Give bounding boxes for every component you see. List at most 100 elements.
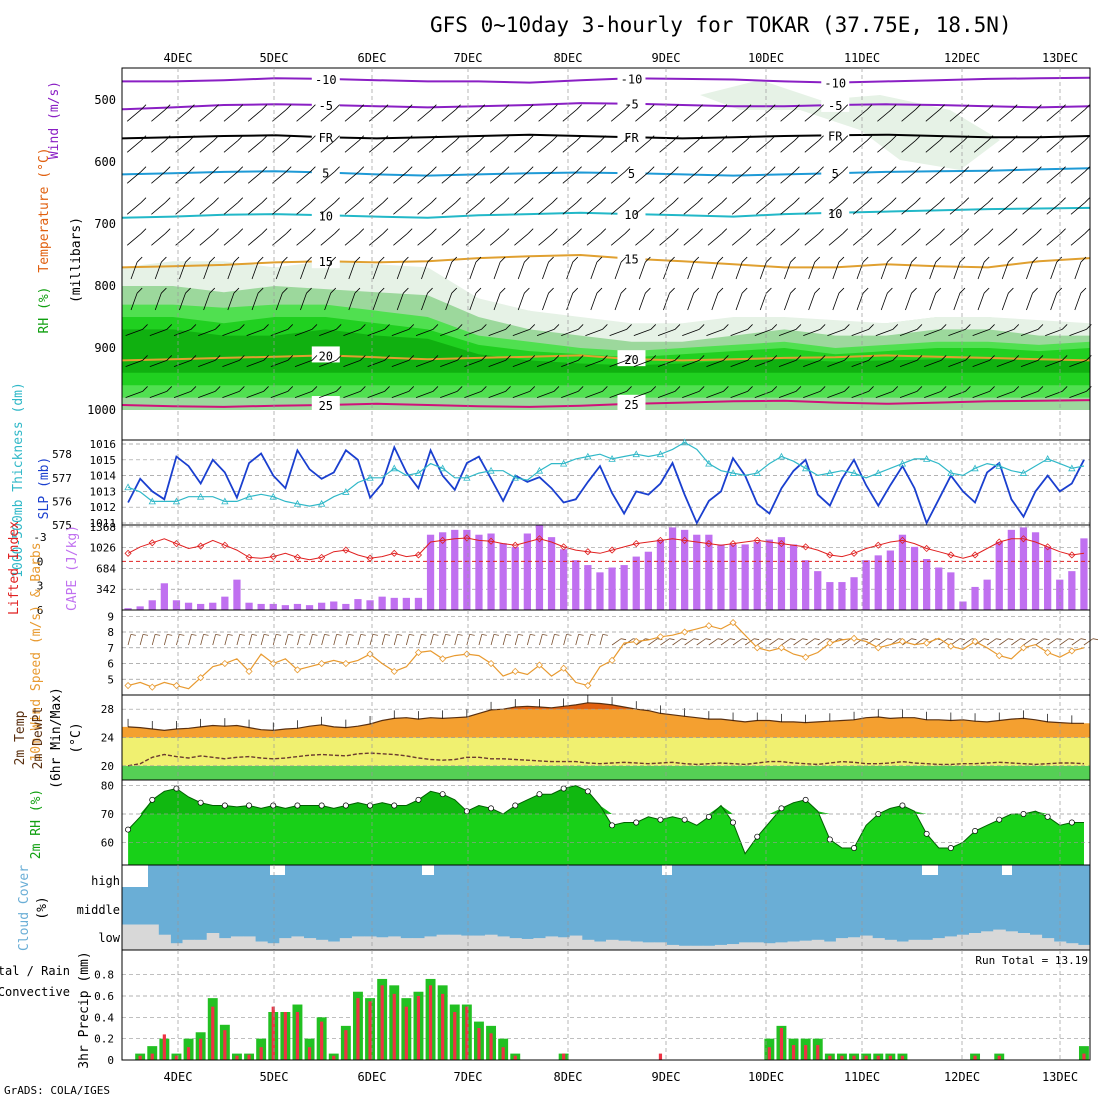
wind-barb-flag bbox=[965, 324, 971, 330]
precip-rain-bar bbox=[767, 1047, 771, 1060]
isotherm-line bbox=[122, 76, 1091, 84]
cape-bar bbox=[402, 597, 410, 610]
wind-barb bbox=[784, 261, 791, 280]
precip-rain-bar bbox=[888, 1055, 892, 1060]
cape-bar bbox=[814, 571, 822, 610]
wind-barb bbox=[1001, 261, 1009, 280]
li-marker bbox=[995, 538, 1003, 546]
wind-barb-flag bbox=[626, 386, 632, 392]
wind-speed-marker bbox=[705, 622, 713, 630]
wind-barb-flag bbox=[311, 386, 318, 392]
surface-barb-flag bbox=[445, 633, 451, 636]
wind-barb bbox=[711, 292, 719, 311]
wind-barb bbox=[469, 292, 477, 311]
wind-barb-flag bbox=[576, 104, 582, 110]
cloud-low-bar bbox=[944, 936, 958, 950]
cape-bar bbox=[293, 603, 302, 610]
surface-barb-flag bbox=[312, 633, 318, 636]
surface-barb bbox=[1083, 638, 1094, 646]
wind-barb bbox=[778, 391, 797, 398]
wind-barb-flag bbox=[552, 166, 558, 172]
wind-barb bbox=[368, 202, 384, 215]
cloud-low-bar bbox=[714, 944, 728, 950]
wind-barb bbox=[832, 261, 840, 280]
isotherm-label-bg bbox=[821, 73, 850, 90]
wind-barb-flag bbox=[747, 324, 753, 330]
precip-rain-bar bbox=[973, 1055, 977, 1060]
wind-barb-flag bbox=[164, 228, 171, 234]
rh-marker bbox=[318, 802, 325, 809]
wind-barb-flag bbox=[1011, 228, 1018, 234]
precip-tick: 0.4 bbox=[94, 1011, 114, 1024]
li-tick: -3 bbox=[33, 531, 46, 544]
precip-rain-bar bbox=[332, 1055, 336, 1060]
cloud-clear bbox=[422, 865, 434, 875]
slp-tick: 1015 bbox=[90, 454, 117, 467]
wind-barb-flag bbox=[1084, 166, 1091, 172]
cape-bar bbox=[305, 605, 314, 610]
rh-marker bbox=[705, 813, 712, 820]
wind-barb bbox=[223, 233, 239, 246]
wind-barb-flag bbox=[261, 166, 268, 172]
surface-barb bbox=[418, 634, 422, 646]
rh-marker bbox=[899, 802, 906, 809]
wind-speed-marker bbox=[511, 667, 519, 675]
wind-barb bbox=[251, 292, 259, 311]
wind-barb bbox=[512, 329, 530, 336]
wind-barb bbox=[638, 261, 646, 280]
thickness-marker bbox=[124, 483, 132, 491]
wind-barb-flag bbox=[717, 256, 724, 263]
wind-barb bbox=[149, 391, 167, 398]
thickness-marker bbox=[487, 466, 495, 474]
wind-barb bbox=[126, 233, 142, 246]
wind-barb bbox=[977, 292, 985, 311]
wind-barb-flag bbox=[842, 104, 849, 110]
wind-barb bbox=[635, 171, 650, 184]
wind-barb-flag bbox=[915, 135, 921, 141]
wind-barb-flag bbox=[959, 256, 966, 263]
li-marker bbox=[971, 551, 979, 559]
cape-bar bbox=[886, 550, 894, 610]
wind-barb-flag bbox=[431, 197, 437, 203]
wind-barb-flag bbox=[673, 104, 679, 110]
precip-rain-bar bbox=[997, 1055, 1001, 1060]
isotherm-label: 5 bbox=[628, 167, 635, 181]
rh-marker bbox=[488, 805, 494, 812]
cloud-low-bar bbox=[1077, 944, 1091, 950]
surface-barb-flag bbox=[669, 638, 675, 641]
cape-tick: 342 bbox=[96, 583, 116, 596]
wind-barb bbox=[514, 140, 529, 153]
cape-bar bbox=[644, 551, 652, 610]
cape-bar bbox=[947, 572, 955, 610]
wind-barb bbox=[222, 329, 240, 336]
wind-barb-flag bbox=[645, 287, 651, 294]
wind-barb-flag bbox=[1060, 104, 1066, 110]
wind-barb-flag bbox=[1086, 324, 1092, 330]
wind-barb bbox=[538, 140, 553, 153]
wind-barb-flag bbox=[164, 135, 171, 141]
precip-rain-bar bbox=[271, 1006, 275, 1060]
wind-barb-flag bbox=[1056, 287, 1063, 294]
wind-barb-flag bbox=[940, 386, 947, 392]
precip-rain-bar bbox=[138, 1055, 142, 1060]
cloud-low-bar bbox=[351, 936, 365, 950]
precip-rain-bar bbox=[368, 1001, 372, 1060]
wind-barb bbox=[585, 360, 603, 367]
cloud-low-bar bbox=[218, 938, 232, 950]
wind-barb-flag bbox=[745, 197, 752, 203]
wind-barb bbox=[706, 329, 724, 336]
thickness-marker bbox=[922, 455, 931, 462]
wind-barb-flag bbox=[790, 256, 796, 263]
wind-barb bbox=[1074, 261, 1082, 280]
wind-barb-flag bbox=[527, 104, 534, 110]
wind-barb bbox=[828, 202, 844, 215]
wind-barb bbox=[275, 292, 283, 311]
rh-marker bbox=[609, 822, 616, 829]
wind-barb-flag bbox=[505, 324, 511, 330]
wind-barb-flag bbox=[819, 324, 826, 330]
wind-barb bbox=[343, 360, 361, 367]
pressure-tick: 500 bbox=[94, 93, 116, 107]
surface-barb bbox=[636, 638, 646, 646]
wind-barb bbox=[247, 109, 263, 122]
wind-barb bbox=[300, 292, 307, 311]
